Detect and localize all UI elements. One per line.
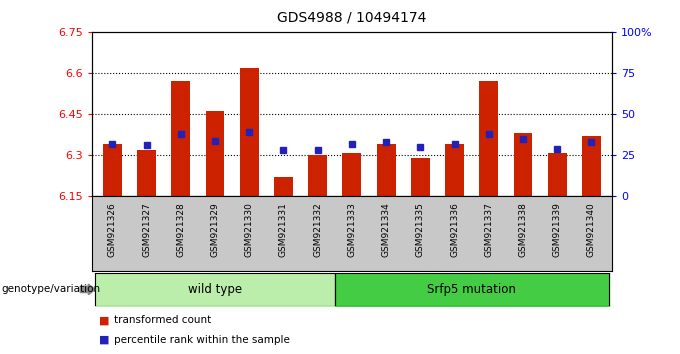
- Bar: [205, 112, 224, 196]
- Bar: [582, 136, 601, 196]
- Bar: [445, 144, 464, 196]
- Text: GSM921327: GSM921327: [142, 202, 151, 257]
- Bar: [240, 68, 258, 196]
- Text: GSM921330: GSM921330: [245, 202, 254, 257]
- Bar: [479, 81, 498, 196]
- Bar: [137, 150, 156, 196]
- Bar: [103, 144, 122, 196]
- Bar: [377, 144, 396, 196]
- Bar: [171, 81, 190, 196]
- Text: GSM921338: GSM921338: [519, 202, 528, 257]
- Text: GSM921336: GSM921336: [450, 202, 459, 257]
- Bar: [513, 133, 532, 196]
- Bar: [343, 153, 361, 196]
- Text: transformed count: transformed count: [114, 315, 211, 325]
- Text: genotype/variation: genotype/variation: [1, 284, 101, 295]
- Text: percentile rank within the sample: percentile rank within the sample: [114, 335, 290, 345]
- Text: GSM921335: GSM921335: [416, 202, 425, 257]
- Text: GDS4988 / 10494174: GDS4988 / 10494174: [277, 11, 426, 25]
- Text: GSM921334: GSM921334: [381, 202, 390, 257]
- Text: GSM921333: GSM921333: [347, 202, 356, 257]
- Text: GSM921337: GSM921337: [484, 202, 493, 257]
- Text: GSM921340: GSM921340: [587, 202, 596, 257]
- Text: wild type: wild type: [188, 283, 242, 296]
- Bar: [308, 155, 327, 196]
- Text: GSM921332: GSM921332: [313, 202, 322, 257]
- Text: GSM921331: GSM921331: [279, 202, 288, 257]
- Text: GSM921326: GSM921326: [108, 202, 117, 257]
- Text: GSM921328: GSM921328: [176, 202, 185, 257]
- Bar: [274, 177, 293, 196]
- Text: GSM921339: GSM921339: [553, 202, 562, 257]
- Bar: [411, 158, 430, 196]
- Text: Srfp5 mutation: Srfp5 mutation: [427, 283, 516, 296]
- Text: ■: ■: [99, 315, 109, 325]
- Text: GSM921329: GSM921329: [211, 202, 220, 257]
- Text: ■: ■: [99, 335, 109, 345]
- Bar: [548, 153, 566, 196]
